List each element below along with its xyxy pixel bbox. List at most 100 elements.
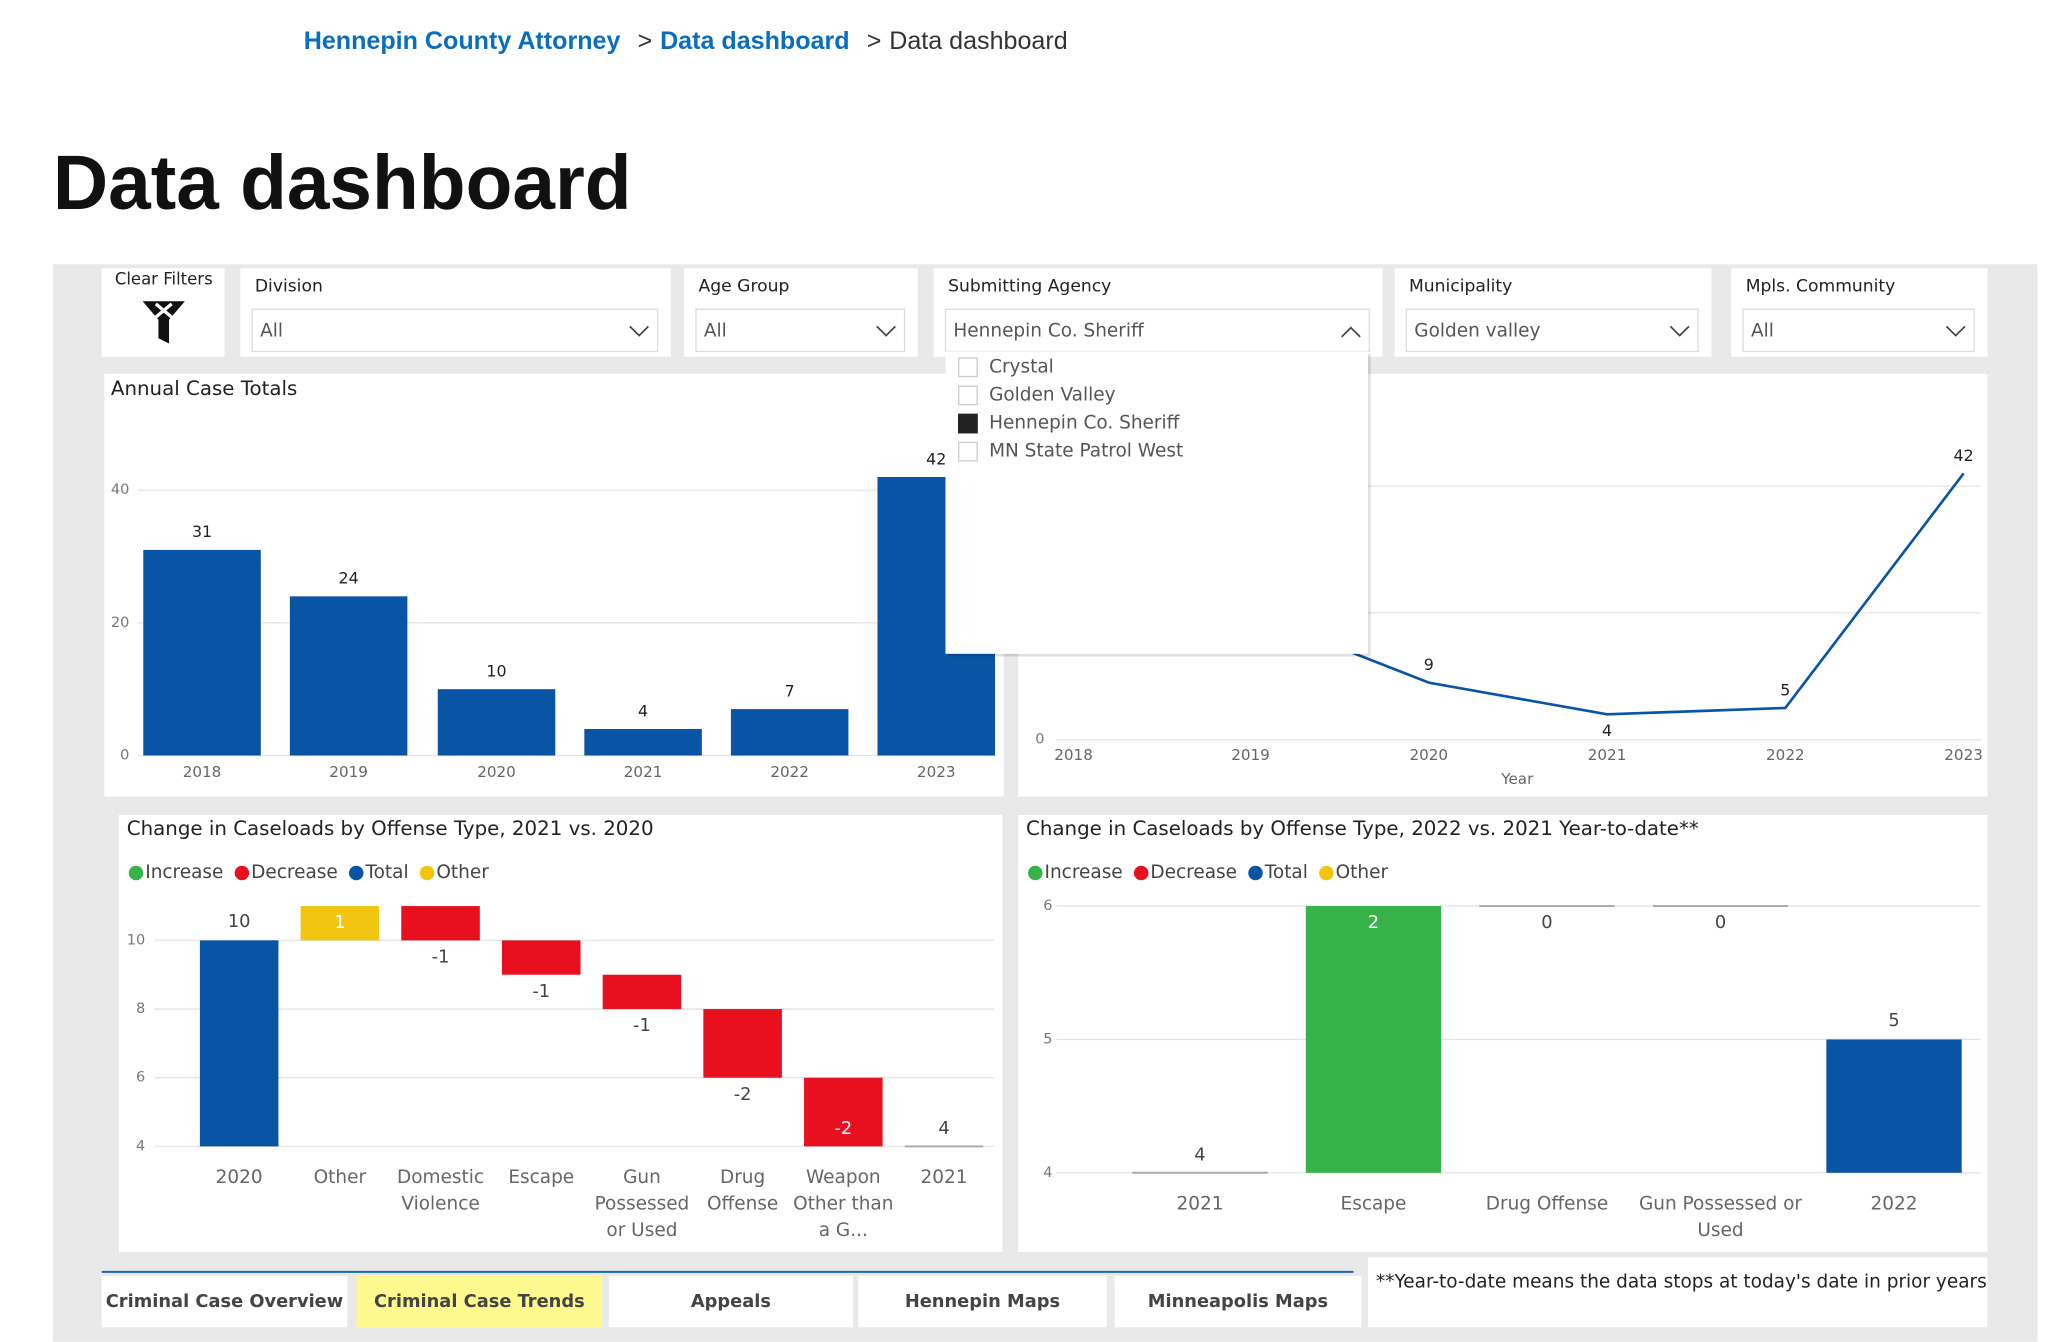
tab[interactable] xyxy=(1114,1275,1362,1328)
dropdown-option[interactable]: Crystal xyxy=(989,356,1054,377)
data-label: 4 xyxy=(638,701,648,720)
x-tick-label: Drug Offense xyxy=(707,1167,778,1214)
slicer-value: Golden valley xyxy=(1414,321,1540,342)
slicer-value: All xyxy=(704,321,727,342)
checkbox[interactable] xyxy=(958,385,978,406)
tab-label[interactable]: Appeals xyxy=(691,1291,771,1312)
data-label: 9 xyxy=(1424,655,1434,674)
x-tick-label: 2020 xyxy=(477,763,516,781)
legend-label: Total xyxy=(1264,862,1308,883)
chevron xyxy=(1945,325,1966,337)
chevron xyxy=(1669,325,1690,337)
bar xyxy=(289,596,408,756)
tab-label[interactable]: Criminal Case Trends xyxy=(374,1291,585,1312)
checkbox[interactable] xyxy=(958,357,978,378)
dropdown-option[interactable]: Hennepin Co. Sheriff xyxy=(989,413,1181,434)
checkbox[interactable] xyxy=(958,441,978,462)
tab[interactable] xyxy=(608,1275,854,1328)
data-label: -1 xyxy=(633,1015,651,1036)
slicer-dropdown[interactable] xyxy=(251,308,659,353)
slicer-dropdown[interactable] xyxy=(695,308,906,353)
legend-label: Increase xyxy=(1045,862,1123,883)
legend-marker xyxy=(1028,865,1043,881)
bar xyxy=(300,906,380,941)
x-tick-label: 2023 xyxy=(917,763,956,781)
legend-label: Other xyxy=(436,862,489,883)
y-tick-label: 0 xyxy=(1035,732,1044,748)
dropdown-option[interactable]: Golden Valley xyxy=(989,384,1116,405)
x-tick-label: 2018 xyxy=(1054,746,1093,764)
x-tick-label: 2022 xyxy=(1766,746,1805,764)
data-label: 4 xyxy=(1602,721,1612,740)
data-label: 5 xyxy=(1780,680,1790,699)
data-label: 0 xyxy=(1715,912,1726,933)
slicer-value: Hennepin Co. Sheriff xyxy=(953,321,1145,342)
data-label: 42 xyxy=(926,449,946,468)
slicer-dropdown[interactable] xyxy=(1742,308,1975,353)
clear-filters-label[interactable]: Clear Filters xyxy=(115,270,213,289)
tab[interactable] xyxy=(858,1275,1107,1328)
breadcrumb-item[interactable]: Hennepin County Attorney xyxy=(304,27,621,55)
x-tick-label: 2021 xyxy=(1588,746,1627,764)
chevron xyxy=(629,325,649,337)
x-tick-label: Escape xyxy=(1341,1193,1407,1214)
page-title: Data dashboard xyxy=(53,141,632,226)
legend-marker xyxy=(1133,865,1149,881)
data-label: 2 xyxy=(1368,912,1379,933)
bar xyxy=(143,549,261,756)
note-box xyxy=(1368,1257,1988,1328)
tab-label[interactable]: Minneapolis Maps xyxy=(1148,1291,1328,1312)
tab[interactable] xyxy=(101,1275,348,1328)
note: **Year-to-date means the data stops at t… xyxy=(1376,1271,1987,1292)
data-label: -2 xyxy=(734,1084,752,1105)
x-axis-label: Year xyxy=(1500,770,1534,788)
legend-marker xyxy=(128,865,144,881)
legend-label: Decrease xyxy=(251,862,338,883)
clear-icon xyxy=(154,302,173,319)
data-label: 24 xyxy=(339,569,359,588)
x-tick-label: 2020 xyxy=(1409,746,1448,764)
x-tick-label: Drug Offense xyxy=(1486,1193,1608,1214)
slicer-label: Municipality xyxy=(1409,277,1512,297)
data-label: -1 xyxy=(432,947,450,968)
bar xyxy=(501,940,581,975)
x-tick-label: 2018 xyxy=(183,763,222,781)
data-label: 4 xyxy=(938,1118,949,1139)
bar xyxy=(1132,1171,1268,1174)
tab-label[interactable]: Hennepin Maps xyxy=(905,1291,1060,1312)
data-label: 7 xyxy=(785,681,795,700)
slicer-value: All xyxy=(260,321,283,342)
bar xyxy=(703,1009,782,1078)
legend-label: Other xyxy=(1336,862,1389,883)
x-tick-label: 2020 xyxy=(216,1167,263,1188)
dropdown-option[interactable]: MN State Patrol West xyxy=(989,441,1183,462)
breadcrumb-separator: > xyxy=(867,27,882,55)
data-label: 4 xyxy=(1194,1145,1205,1166)
chart-title: Annual Case Totals xyxy=(111,377,297,400)
x-tick-label: Weapon Other than a G... xyxy=(793,1167,893,1241)
slicer-dropdown[interactable] xyxy=(1405,308,1699,353)
y-tick-label: 10 xyxy=(127,932,145,948)
legend-marker xyxy=(348,865,364,881)
tab[interactable] xyxy=(356,1275,603,1328)
y-tick-label: 6 xyxy=(1043,898,1052,914)
legend-label: Total xyxy=(364,862,408,883)
checkbox[interactable] xyxy=(958,413,978,434)
bar xyxy=(602,974,682,1010)
legend-label: Decrease xyxy=(1150,862,1237,883)
x-tick-label: Other xyxy=(314,1167,367,1188)
slicer-label: Submitting Agency xyxy=(948,277,1111,297)
x-tick-label: 2021 xyxy=(920,1167,967,1188)
breadcrumb-item[interactable]: Data dashboard xyxy=(660,27,850,55)
slicer-dropdown[interactable] xyxy=(944,308,1371,353)
x-tick-label: 2021 xyxy=(624,763,663,781)
x-tick-label: Escape xyxy=(508,1167,574,1188)
tab-label[interactable]: Criminal Case Overview xyxy=(106,1291,344,1312)
bar xyxy=(437,689,556,756)
legend-marker xyxy=(1319,865,1334,881)
legend-marker xyxy=(1248,865,1263,881)
data-label: 5 xyxy=(1888,1010,1899,1031)
data-label: 10 xyxy=(486,662,506,681)
slicer-label: Mpls. Community xyxy=(1746,277,1896,297)
